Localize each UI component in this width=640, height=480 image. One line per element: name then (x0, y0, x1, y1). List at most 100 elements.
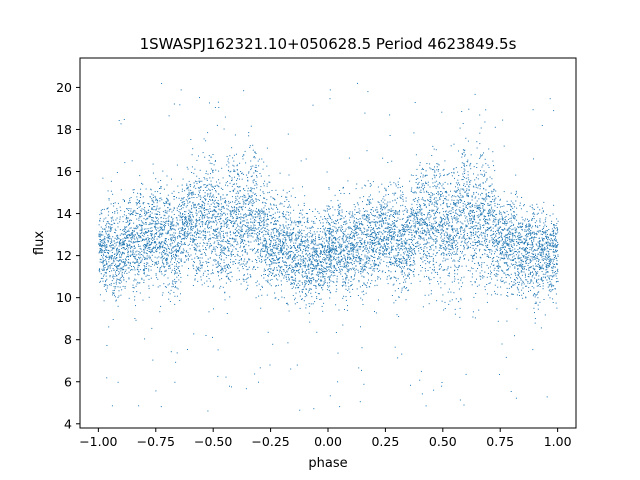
data-point (232, 237, 234, 239)
data-point (129, 223, 131, 224)
data-point (146, 245, 148, 247)
data-point (269, 279, 271, 281)
data-point (263, 183, 265, 185)
data-point (182, 207, 184, 209)
data-point (274, 245, 276, 247)
data-point (273, 262, 275, 264)
data-point (179, 273, 181, 274)
data-point (190, 227, 192, 229)
data-point (109, 256, 111, 258)
data-point (287, 304, 289, 306)
data-point (287, 218, 289, 220)
data-point (318, 274, 320, 276)
data-point (174, 282, 176, 284)
data-point (217, 237, 219, 239)
data-point (314, 244, 316, 246)
data-point (304, 195, 306, 197)
data-point (317, 274, 319, 276)
data-point (272, 272, 274, 274)
data-point (137, 232, 139, 234)
data-point (132, 284, 134, 286)
data-point (174, 381, 176, 383)
data-point (298, 237, 300, 239)
data-point (115, 244, 117, 246)
data-point (142, 202, 144, 204)
data-point (173, 236, 175, 238)
data-point (107, 237, 109, 239)
data-point (116, 275, 118, 277)
data-point (243, 247, 245, 249)
data-point (130, 250, 132, 252)
data-point (155, 228, 156, 230)
data-point (239, 162, 241, 164)
data-point (290, 195, 292, 197)
data-point (344, 233, 346, 235)
data-point (159, 236, 161, 238)
data-point (176, 265, 177, 267)
data-point (144, 266, 146, 268)
data-point (177, 251, 179, 253)
data-point (182, 234, 184, 236)
data-point (197, 233, 199, 234)
data-point (143, 223, 145, 225)
data-point (249, 190, 251, 192)
data-point (188, 217, 189, 219)
data-point (161, 256, 163, 258)
data-point (204, 216, 206, 218)
data-point (101, 239, 103, 241)
data-point (308, 268, 310, 270)
data-point (275, 297, 277, 299)
data-point (268, 247, 270, 249)
data-point (327, 256, 329, 258)
data-point (254, 222, 255, 223)
data-point (227, 185, 229, 187)
data-point (177, 185, 179, 187)
data-point (174, 303, 176, 305)
data-point (167, 246, 169, 248)
data-point (217, 266, 218, 268)
data-point (209, 162, 211, 164)
data-point (124, 286, 126, 287)
data-point (148, 275, 150, 276)
data-point (302, 283, 303, 285)
data-point (277, 252, 279, 254)
data-point (109, 276, 111, 278)
data-point (126, 272, 128, 274)
data-point (169, 229, 171, 231)
data-point (127, 217, 129, 219)
data-point (102, 249, 104, 251)
data-point (113, 278, 115, 280)
data-point (318, 256, 320, 258)
data-point (285, 276, 287, 278)
data-point (149, 230, 151, 232)
data-point (201, 218, 203, 220)
data-point (260, 307, 262, 309)
data-point (239, 256, 241, 258)
data-point (146, 258, 148, 260)
data-point (317, 228, 319, 229)
data-point (169, 243, 171, 245)
data-point (275, 244, 277, 246)
data-point (316, 296, 318, 298)
data-point (189, 201, 191, 203)
data-point (185, 224, 187, 226)
data-point (173, 228, 175, 230)
data-point (229, 232, 231, 233)
data-point (325, 237, 327, 239)
data-point (217, 247, 218, 249)
data-point (343, 234, 345, 236)
data-point (233, 169, 235, 171)
data-point (298, 247, 300, 249)
data-point (113, 257, 115, 259)
data-point (194, 193, 196, 195)
data-point (152, 261, 154, 262)
data-point (266, 209, 267, 211)
data-point (201, 200, 203, 202)
data-point (101, 245, 103, 247)
data-point (274, 217, 276, 219)
data-point (216, 197, 217, 198)
data-point (291, 279, 293, 281)
data-point (180, 233, 182, 234)
data-point (177, 242, 179, 244)
data-point (183, 204, 185, 206)
